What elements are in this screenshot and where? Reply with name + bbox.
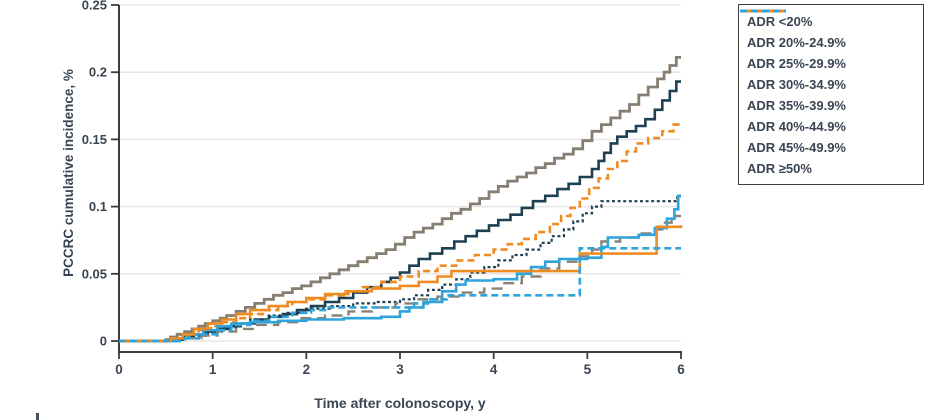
- y-tick-label: 0.2: [89, 65, 107, 80]
- cropped-glyph-artifact: [36, 413, 39, 420]
- x-tick-label: 4: [490, 362, 498, 377]
- y-tick-label: 0.1: [89, 199, 107, 214]
- legend-item: ADR 45%-49.9%: [739, 9, 923, 158]
- y-tick-label: 0.05: [82, 266, 107, 281]
- x-tick-label: 0: [115, 362, 123, 377]
- series-curve: [119, 225, 683, 343]
- series-curve: [119, 56, 681, 343]
- legend-line-sample: [740, 9, 786, 13]
- legend-item-label: ADR 30%-34.9%: [747, 76, 846, 92]
- legend-item-label: ADR ≥50%: [747, 160, 812, 176]
- series-curve: [119, 194, 681, 343]
- x-tick-label: 5: [584, 362, 592, 377]
- y-tick-label: 0.15: [82, 132, 107, 147]
- legend-item: ADR 30%-34.9%: [739, 9, 923, 95]
- legend-item: ADR 25%-29.9%: [739, 9, 923, 74]
- legend-item-label: ADR 25%-29.9%: [747, 55, 846, 71]
- x-tick-label: 6: [677, 362, 685, 377]
- y-axis-title: PCCRC cumulative incidence, %: [61, 69, 76, 277]
- y-tick-label: 0.25: [82, 0, 107, 13]
- legend-box: ADR <20% ADR 20%-24.9% ADR 25%-29.9% ADR 30…: [738, 4, 924, 185]
- legend-item: ADR 40%-44.9%: [739, 9, 923, 137]
- y-tick-label: 0: [100, 334, 107, 349]
- legend-item: ADR 35%-39.9%: [739, 9, 923, 116]
- x-tick-label: 3: [396, 362, 404, 377]
- legend-item-label: ADR 45%-49.9%: [747, 139, 846, 155]
- series-curve: [119, 196, 681, 343]
- series-curve: [119, 123, 681, 343]
- series-curve: [119, 247, 681, 343]
- legend-item-label: ADR 40%-44.9%: [747, 118, 846, 134]
- x-tick-label: 2: [303, 362, 311, 377]
- legend-item: ADR ≥50%: [739, 9, 923, 179]
- legend-item: ADR 20%-24.9%: [739, 9, 923, 53]
- legend-item-label: ADR 20%-24.9%: [747, 34, 846, 50]
- legend-item-label: ADR 35%-39.9%: [747, 97, 846, 113]
- legend-item-label: ADR <20%: [747, 13, 813, 29]
- x-tick-label: 1: [209, 362, 217, 377]
- x-axis-title: Time after colonoscopy, y: [314, 395, 486, 411]
